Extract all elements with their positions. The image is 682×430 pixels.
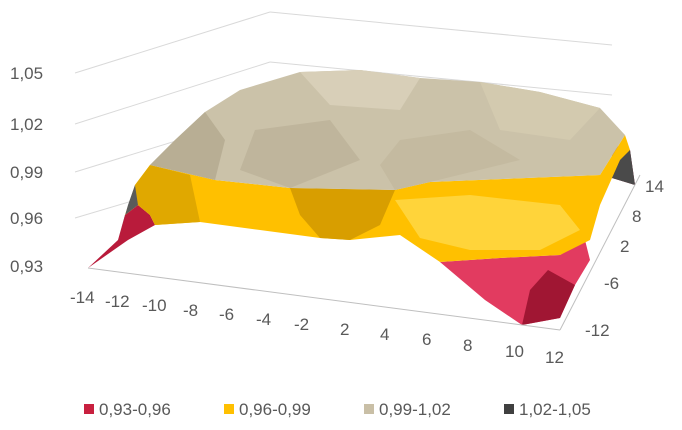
y-tick-label: 14 — [645, 177, 664, 196]
legend-swatch-1 — [224, 404, 234, 414]
x-tick-label: -12 — [105, 292, 130, 311]
z-tick-label: 1,05 — [10, 64, 43, 83]
x-tick-label: 10 — [505, 342, 524, 361]
y-tick-label: 8 — [632, 207, 641, 226]
legend-label: 0,93-0,96 — [99, 400, 171, 419]
y-axis-line — [559, 174, 641, 331]
x-tick-label: 2 — [340, 320, 349, 339]
legend-item: 0,93-0,96 — [84, 400, 171, 419]
x-tick-label: -14 — [70, 288, 95, 307]
x-tick-label: -10 — [142, 296, 167, 315]
surface-band-dark-right — [612, 150, 635, 185]
legend-item: 0,96-0,99 — [224, 400, 311, 419]
x-tick-label: -2 — [294, 315, 309, 334]
x-tick-label: 8 — [463, 336, 472, 355]
legend-item: 0,99-1,02 — [364, 400, 451, 419]
z-tick-label: 0,93 — [10, 257, 43, 276]
surface-band-yellow-darker — [290, 188, 395, 240]
surface-band-dark-left — [118, 185, 138, 240]
z-tick-label: 0,99 — [10, 163, 43, 182]
y-tick-label: 2 — [620, 237, 629, 256]
surface-band-yellow-dark — [135, 165, 200, 225]
surface-band-red-left — [88, 205, 155, 268]
x-tick-label: -8 — [183, 301, 198, 320]
surface-band-beige-shade-4 — [480, 82, 600, 140]
legend-swatch-0 — [84, 404, 94, 414]
surface-band-red-right-dark — [522, 270, 575, 325]
legend-label: 1,02-1,05 — [519, 400, 591, 419]
surface-band-beige-shade-3 — [240, 120, 360, 188]
z-tick-label: 1,02 — [10, 115, 43, 134]
legend-label: 0,96-0,99 — [239, 400, 311, 419]
x-tick-label: -4 — [256, 310, 271, 329]
x-tick-label: 6 — [422, 330, 431, 349]
y-tick-label: -6 — [604, 274, 619, 293]
surface-band-beige-shade-2 — [300, 70, 420, 110]
x-tick-label: 12 — [545, 348, 564, 367]
legend-label: 0,99-1,02 — [379, 400, 451, 419]
surface-band-beige-shade-1 — [150, 112, 225, 180]
z-axis-labels: 1,05 1,02 0,99 0,96 0,93 — [10, 64, 43, 276]
y-tick-label: -12 — [585, 321, 610, 340]
axes — [87, 174, 641, 331]
legend-swatch-2 — [364, 404, 374, 414]
surface-band-yellow-light — [395, 195, 580, 250]
gridline-105 — [74, 11, 271, 74]
y-axis-labels: 14 8 2 -6 -12 — [585, 177, 664, 340]
gridline-back-top — [269, 11, 613, 46]
x-tick-label: -6 — [219, 305, 234, 324]
legend-swatch-3 — [504, 404, 514, 414]
legend-item: 1,02-1,05 — [504, 400, 591, 419]
legend: 0,93-0,96 0,96-0,99 0,99-1,02 1,02-1,05 — [84, 400, 591, 419]
surface-band-beige-shade-5 — [380, 130, 520, 190]
x-axis-line — [87, 267, 561, 331]
gridline-102 — [74, 61, 271, 125]
gridline-back-102 — [269, 61, 613, 96]
surface — [88, 70, 635, 325]
z-tick-label: 0,96 — [10, 209, 43, 228]
x-axis-labels: -14 -12 -10 -8 -6 -4 -2 2 4 6 8 10 12 — [70, 288, 564, 367]
x-tick-label: 4 — [380, 325, 389, 344]
